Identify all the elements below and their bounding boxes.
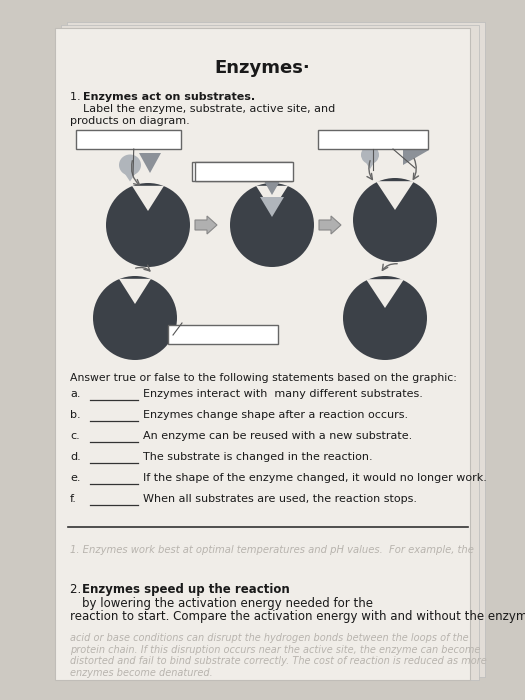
Text: by lowering the activation energy needed for the: by lowering the activation energy needed… xyxy=(82,597,373,610)
Text: f.: f. xyxy=(70,494,77,504)
Text: b.: b. xyxy=(70,410,81,420)
Circle shape xyxy=(343,276,427,360)
Text: 2.: 2. xyxy=(70,583,85,596)
FancyBboxPatch shape xyxy=(61,25,479,680)
FancyBboxPatch shape xyxy=(67,22,485,677)
Text: An enzyme can be reused with a new substrate.: An enzyme can be reused with a new subst… xyxy=(143,431,412,441)
Polygon shape xyxy=(139,153,161,173)
Polygon shape xyxy=(260,197,284,217)
Ellipse shape xyxy=(119,155,141,176)
Text: If the shape of the enzyme changed, it would no longer work.: If the shape of the enzyme changed, it w… xyxy=(143,473,487,483)
Polygon shape xyxy=(264,181,280,195)
Text: d.: d. xyxy=(70,452,81,462)
Text: 1.: 1. xyxy=(70,92,84,102)
Circle shape xyxy=(230,183,314,267)
Text: acid or base conditions can disrupt the hydrogen bonds between the loops of the
: acid or base conditions can disrupt the … xyxy=(70,633,487,678)
FancyBboxPatch shape xyxy=(318,130,428,149)
Text: Label the enzyme, substrate, active site, and: Label the enzyme, substrate, active site… xyxy=(83,104,335,114)
Text: Enzymes interact with  many different substrates.: Enzymes interact with many different sub… xyxy=(143,389,423,399)
Text: Answer true or false to the following statements based on the graphic:: Answer true or false to the following st… xyxy=(70,373,457,383)
FancyArrow shape xyxy=(319,216,341,234)
Circle shape xyxy=(353,178,437,262)
Text: products on diagram.: products on diagram. xyxy=(70,116,190,126)
FancyBboxPatch shape xyxy=(192,162,292,181)
Text: When all substrates are used, the reaction stops.: When all substrates are used, the reacti… xyxy=(143,494,417,504)
Text: c.: c. xyxy=(70,431,80,441)
FancyBboxPatch shape xyxy=(76,130,181,149)
Text: e.: e. xyxy=(70,473,80,483)
Polygon shape xyxy=(256,186,288,211)
Text: 1. Enzymes work best at optimal temperatures and pH values.  For example, the: 1. Enzymes work best at optimal temperat… xyxy=(70,545,474,555)
Text: The substrate is changed in the reaction.: The substrate is changed in the reaction… xyxy=(143,452,373,462)
Polygon shape xyxy=(361,155,379,169)
Polygon shape xyxy=(119,279,151,304)
Text: Enzymes change shape after a reaction occurs.: Enzymes change shape after a reaction oc… xyxy=(143,410,408,420)
Polygon shape xyxy=(376,181,414,210)
Text: Enzymes speed up the reaction: Enzymes speed up the reaction xyxy=(82,583,290,596)
Ellipse shape xyxy=(361,146,379,164)
Text: Enzymes·: Enzymes· xyxy=(214,59,310,77)
Polygon shape xyxy=(132,186,164,211)
FancyArrow shape xyxy=(195,216,217,234)
Circle shape xyxy=(93,276,177,360)
FancyBboxPatch shape xyxy=(195,162,293,181)
Circle shape xyxy=(106,183,190,267)
Text: Enzymes act on substrates.: Enzymes act on substrates. xyxy=(83,92,255,102)
Text: a.: a. xyxy=(70,389,80,399)
Polygon shape xyxy=(403,135,429,165)
FancyBboxPatch shape xyxy=(55,28,470,680)
FancyBboxPatch shape xyxy=(168,325,278,344)
Polygon shape xyxy=(119,165,141,181)
Polygon shape xyxy=(366,279,404,308)
Text: reaction to start. Compare the activation energy with and without the enzyme.: reaction to start. Compare the activatio… xyxy=(70,610,525,623)
